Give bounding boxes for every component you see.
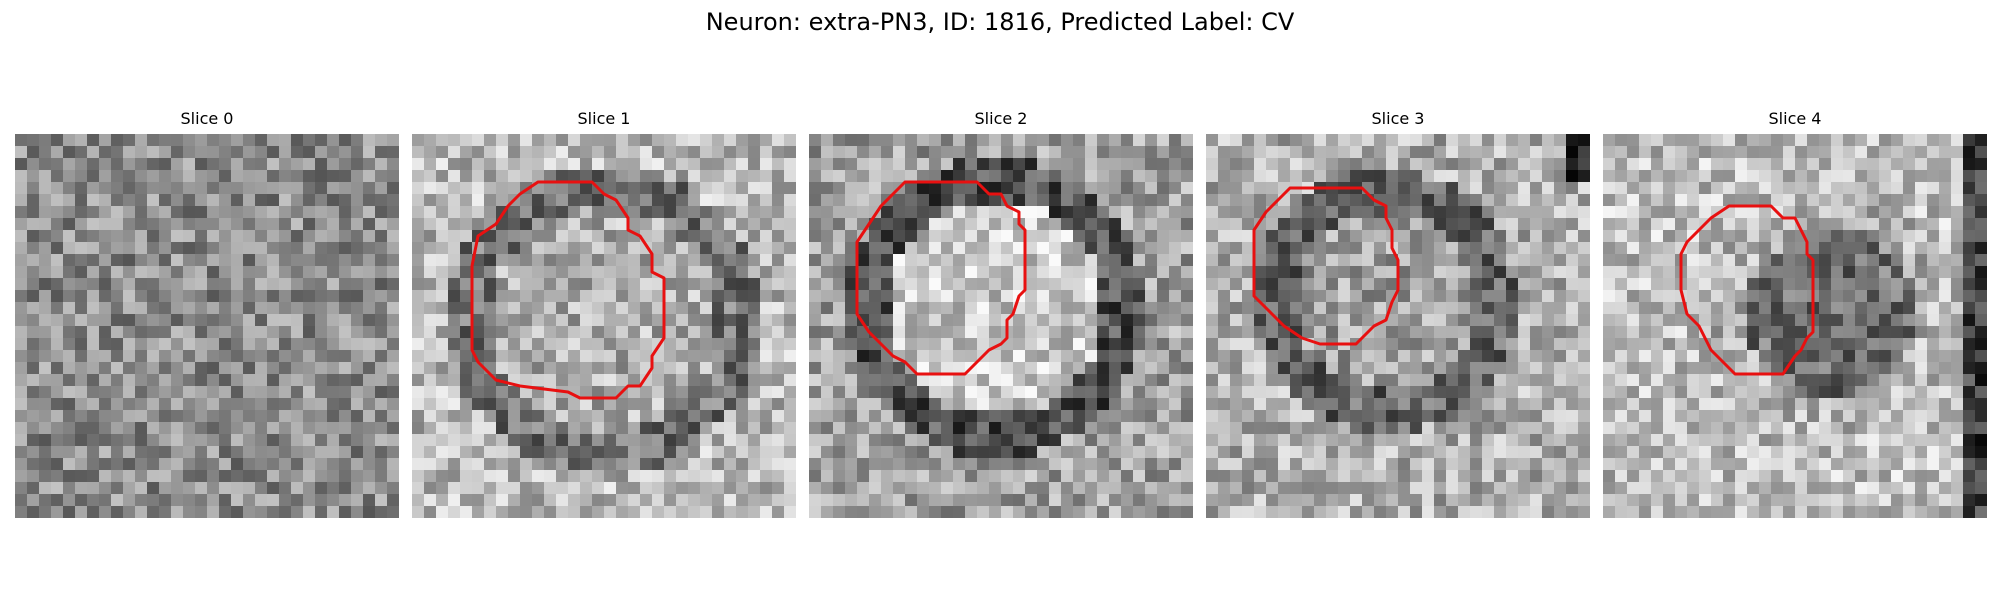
soma-outline: [855, 180, 1027, 376]
slice-image-4: [1603, 134, 1987, 518]
pixel-grid: [412, 134, 796, 518]
soma-outline: [1679, 204, 1815, 376]
soma-outline: [470, 180, 666, 400]
slice-panel-4: Slice 4: [1603, 109, 1987, 518]
slice-title: Slice 0: [180, 109, 234, 128]
slice-title: Slice 4: [1768, 109, 1822, 128]
slice-title: Slice 3: [1371, 109, 1425, 128]
pixel-grid: [1206, 134, 1590, 518]
pixel-grid: [809, 134, 1193, 518]
figure-title: Neuron: extra-PN3, ID: 1816, Predicted L…: [705, 8, 1295, 36]
pixel-grid: [1603, 134, 1987, 518]
slice-image-3: [1206, 134, 1590, 518]
slice-panel-2: Slice 2: [809, 109, 1193, 518]
soma-outline: [1252, 186, 1400, 346]
pixel-grid: [15, 134, 399, 518]
slice-panel-0: Slice 0: [15, 109, 399, 518]
slice-image-0: [15, 134, 399, 518]
slice-title: Slice 2: [974, 109, 1028, 128]
slice-image-2: [809, 134, 1193, 518]
slice-title: Slice 1: [577, 109, 631, 128]
slice-panel-3: Slice 3: [1206, 109, 1590, 518]
slice-image-1: [412, 134, 796, 518]
slice-panel-1: Slice 1: [412, 109, 796, 518]
